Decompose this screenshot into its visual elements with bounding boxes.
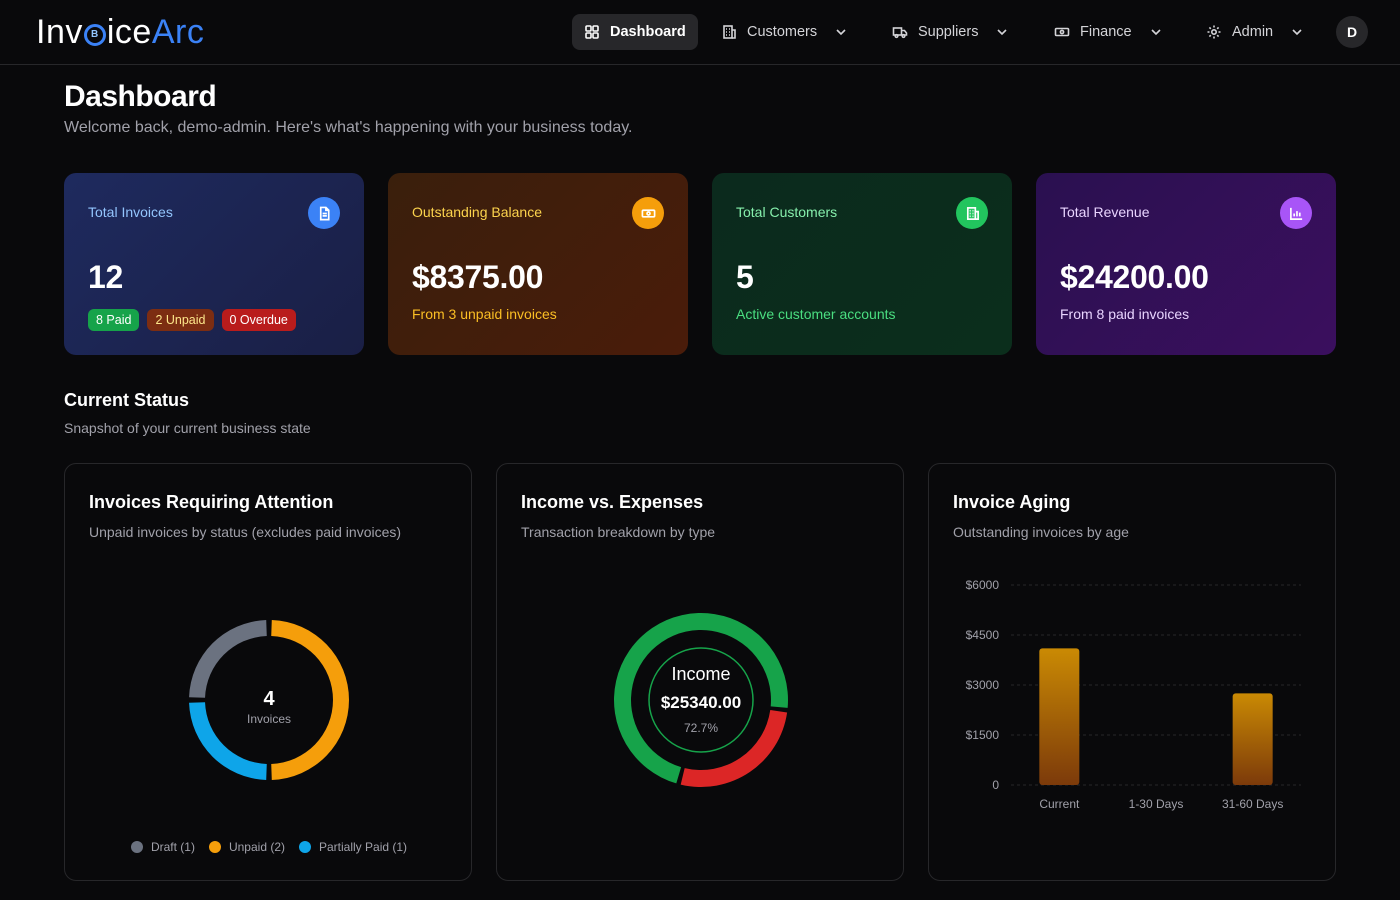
- income-subtitle: Transaction breakdown by type: [521, 524, 716, 540]
- nav-dashboard[interactable]: Dashboard: [572, 14, 698, 50]
- invoices-status-legend: Draft (1) Unpaid (2) Partially Paid (1): [65, 840, 473, 854]
- nav-finance-label: Finance: [1080, 24, 1132, 40]
- attention-title: Invoices Requiring Attention: [89, 492, 334, 512]
- invoice-aging-panel: Invoice Aging Outstanding invoices by ag…: [928, 463, 1336, 881]
- income-expenses-slice-expenses[interactable]: [680, 710, 788, 787]
- donut-center-value: 4: [263, 688, 275, 710]
- x-tick-label: 1-30 Days: [1129, 797, 1184, 811]
- outstanding-balance-sub: From 3 unpaid invoices: [412, 306, 557, 322]
- nav-admin[interactable]: Admin: [1194, 14, 1315, 50]
- total-revenue-card: Total Revenue $24200.00 From 8 paid invo…: [1036, 173, 1336, 355]
- y-tick-label: $1500: [966, 728, 1000, 742]
- invoice-status-badges: 8 Paid 2 Unpaid 0 Overdue: [88, 309, 296, 331]
- attention-subtitle: Unpaid invoices by status (excludes paid…: [89, 524, 402, 540]
- income-expenses-panel: Income vs. Expenses Transaction breakdow…: [496, 463, 904, 881]
- total-invoices-value: 12: [88, 259, 123, 295]
- legend-dot: [130, 841, 143, 853]
- nav-dashboard-label: Dashboard: [610, 24, 686, 40]
- chevron-down-icon: [836, 29, 846, 36]
- current-status-title: Current Status: [64, 390, 190, 410]
- invoice-status-slice-partially-paid[interactable]: [189, 702, 267, 780]
- building-icon: [956, 197, 988, 229]
- total-revenue-sub: From 8 paid invoices: [1060, 306, 1190, 322]
- aging-subtitle: Outstanding invoices by age: [953, 524, 1129, 540]
- legend-dot: [208, 841, 221, 853]
- file-text-icon: [308, 197, 340, 229]
- income-inner-ring: [648, 647, 754, 753]
- income-center-label: Income: [671, 664, 730, 684]
- nav-customers[interactable]: Customers: [709, 14, 859, 50]
- aging-bar-31-60-days[interactable]: [1232, 693, 1273, 785]
- invoice-status-slice-draft[interactable]: [189, 620, 267, 698]
- legend-label: Unpaid (2): [228, 840, 285, 854]
- y-tick-label: $4500: [966, 628, 1000, 642]
- top-navigation: InviceArc Dashboard Customers Suppliers …: [0, 0, 1400, 65]
- invoice-aging-bar-chart: 0 $1500 $3000 $4500 $6000 Current 1-30 Days 31-…: [966, 578, 1301, 811]
- paid-badge: 8 Paid: [88, 309, 140, 331]
- gear-icon: [1207, 25, 1221, 39]
- nav-suppliers[interactable]: Suppliers: [880, 14, 1020, 50]
- bar-chart-icon: [1280, 197, 1312, 229]
- banknote-icon: [1054, 27, 1070, 37]
- income-title: Income vs. Expenses: [521, 492, 704, 512]
- truck-icon: [892, 27, 908, 39]
- total-customers-value: 5: [736, 259, 754, 295]
- x-tick-label: Current: [1039, 797, 1080, 811]
- nav-finance[interactable]: Finance: [1042, 14, 1174, 50]
- chevron-down-icon: [1292, 29, 1302, 36]
- outstanding-balance-value: $8375.00: [412, 259, 544, 295]
- total-customers-label: Total Customers: [736, 204, 838, 220]
- total-invoices-card: Total Invoices 12 8 Paid 2 Unpaid 0 Over…: [64, 173, 364, 355]
- page-subtitle: Welcome back, demo-admin. Here's what's …: [64, 119, 633, 136]
- x-tick-label: 31-60 Days: [1222, 797, 1283, 811]
- logo-o-icon: [83, 24, 106, 46]
- outstanding-balance-label: Outstanding Balance: [412, 204, 542, 220]
- legend-label: Draft (1): [150, 840, 195, 854]
- legend-label: Partially Paid (1): [319, 840, 408, 854]
- overdue-badge: 0 Overdue: [221, 309, 296, 331]
- aging-title: Invoice Aging: [953, 492, 1071, 512]
- building-icon: [723, 25, 736, 39]
- legend-item-draft[interactable]: Draft (1): [130, 840, 195, 854]
- outstanding-balance-card: Outstanding Balance $8375.00 From 3 unpa…: [388, 173, 688, 355]
- y-tick-label: $3000: [966, 678, 1000, 692]
- app-logo[interactable]: InviceArc: [36, 12, 204, 52]
- total-customers-card: Total Customers 5 Active customer accoun…: [712, 173, 1012, 355]
- user-avatar[interactable]: D: [1336, 16, 1368, 48]
- invoices-attention-panel: Invoices Requiring Attention Unpaid invo…: [64, 463, 472, 881]
- nav-customers-label: Customers: [747, 24, 818, 40]
- unpaid-badge: 2 Unpaid: [147, 309, 214, 331]
- income-center-pct: 72.7%: [684, 721, 718, 735]
- chevron-down-icon: [997, 29, 1008, 36]
- banknote-icon: [632, 197, 664, 229]
- chevron-down-icon: [1151, 29, 1161, 36]
- legend-dot: [299, 841, 311, 853]
- current-status-subtitle: Snapshot of your current business state: [64, 420, 311, 436]
- nav-admin-label: Admin: [1232, 24, 1274, 40]
- total-revenue-label: Total Revenue: [1060, 204, 1150, 220]
- invoice-status-slice-unpaid[interactable]: [271, 620, 350, 780]
- total-revenue-value: $24200.00: [1060, 259, 1209, 295]
- income-expenses-donut: Income $25340.00 72.7%: [614, 613, 788, 787]
- total-invoices-label: Total Invoices: [88, 204, 173, 220]
- legend-item-unpaid[interactable]: Unpaid (2): [208, 840, 285, 854]
- grid-icon: [585, 25, 599, 39]
- donut-center-label: Invoices: [247, 712, 291, 726]
- y-tick-label: $6000: [966, 578, 1000, 592]
- total-customers-sub: Active customer accounts: [736, 306, 896, 322]
- y-tick-label: 0: [992, 778, 999, 792]
- nav-suppliers-label: Suppliers: [918, 24, 979, 40]
- legend-item-partially-paid[interactable]: Partially Paid (1): [299, 840, 407, 854]
- aging-bar-current[interactable]: [1039, 648, 1080, 785]
- page-title: Dashboard: [64, 80, 217, 113]
- invoices-status-donut: 4 Invoices: [189, 620, 350, 780]
- income-center-value: $25340.00: [661, 693, 741, 712]
